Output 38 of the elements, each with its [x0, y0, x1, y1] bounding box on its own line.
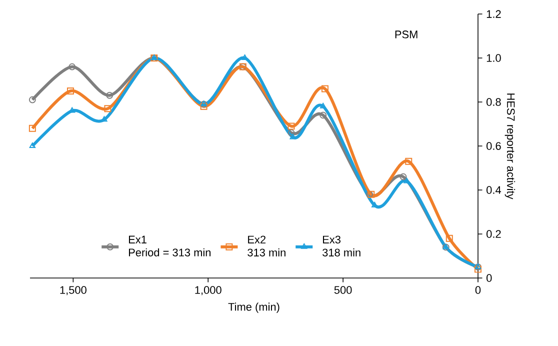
point	[405, 158, 412, 165]
x-tick-label: 0	[475, 286, 481, 294]
point	[104, 105, 112, 112]
y-tick-label: 1.2	[486, 10, 501, 18]
point	[404, 178, 410, 184]
legend-label: Ex3	[323, 236, 340, 244]
y-tick-label: 0.4	[486, 186, 502, 194]
y-tick-label: 0	[486, 274, 492, 282]
point	[320, 102, 326, 108]
x-tick-label: 1,000	[195, 286, 222, 296]
point	[28, 124, 36, 132]
point	[400, 173, 407, 180]
y-axis-title: HES7 reporter activity	[504, 94, 516, 200]
point	[288, 129, 295, 136]
annotation: 318 min	[322, 248, 360, 256]
point	[29, 142, 36, 148]
text: PSM	[395, 30, 418, 38]
annotation: 313 min	[248, 248, 286, 256]
point	[320, 112, 327, 119]
y-tick-label: 0.8	[486, 98, 501, 106]
point	[68, 63, 76, 70]
point	[66, 88, 74, 94]
legend-label: Ex2	[248, 236, 266, 244]
point	[321, 85, 328, 92]
point	[288, 122, 295, 130]
point	[106, 92, 114, 99]
point	[474, 266, 482, 273]
y-tick-label: 0.2	[486, 230, 501, 238]
annotation: Period = 313 min	[128, 248, 210, 256]
x-tick-label: 500	[334, 286, 352, 294]
point	[28, 96, 36, 104]
y-tick-label: 1.0	[486, 54, 501, 62]
point	[446, 234, 453, 242]
point	[290, 134, 296, 140]
y-tick-label: 0.6	[486, 142, 501, 150]
x-axis-title: Time (min)	[228, 302, 280, 313]
x-tick-label: 1,500	[60, 286, 86, 296]
legend-label: Ex1	[128, 236, 146, 244]
